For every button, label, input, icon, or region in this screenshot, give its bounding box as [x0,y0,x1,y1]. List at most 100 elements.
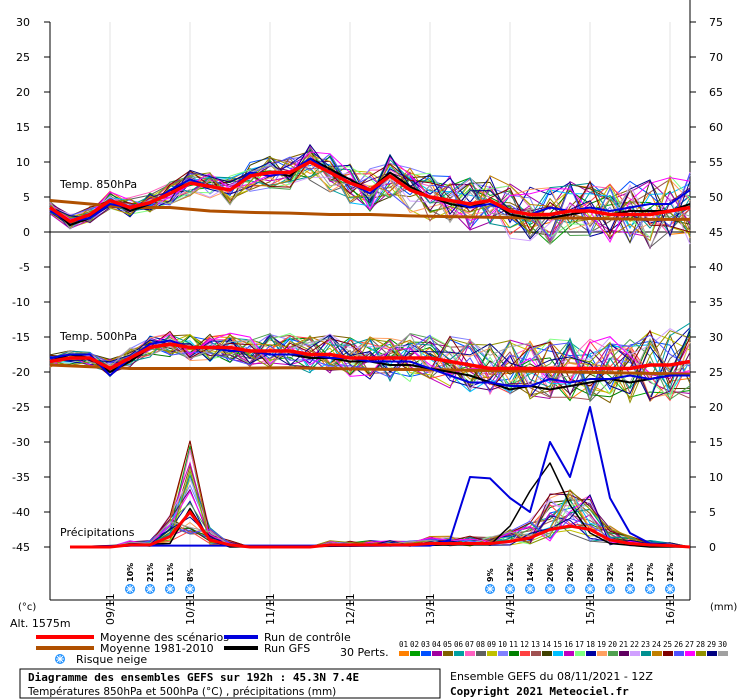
left-tick-label: -45 [12,541,30,554]
legend: Moyenne des scénarios Moyenne 1981-2010 … [36,631,728,666]
t500-mean-line [49,342,691,371]
snow-risk-marker: 14% [525,563,535,594]
legend-pert-swatch [564,651,574,656]
snowflake-icon-glyph [126,585,134,593]
snowflake-icon-glyph [646,585,654,593]
left-tick-label: -25 [12,401,30,414]
x-tick-label: 10/11 [184,593,197,625]
snow-risk-percent: 17% [646,563,655,582]
main-series [48,157,691,549]
left-tick-label: 5 [23,191,30,204]
legend-pert-swatch [696,651,706,656]
legend-pert-number: 02 [410,640,419,649]
footer-run-info: Ensemble GEFS du 08/11/2021 - 12Z [450,670,653,683]
snowflake-icon-glyph [166,585,174,593]
legend-control-label: Run de contrôle [264,631,351,644]
snowflake-icon-glyph [566,585,574,593]
footer-box [19,668,441,699]
snow-risk-marker: 20% [545,563,555,594]
legend-pert-number: 10 [498,640,508,649]
left-tick-label: -5 [19,261,30,274]
right-tick-label: 65 [709,86,723,99]
right-tick-label: 5 [709,506,716,519]
left-tick-label: -30 [12,436,30,449]
legend-pert-swatch [685,651,695,656]
snow-risk-marker: 8% [185,568,195,594]
right-tick-label: 60 [709,121,723,134]
legend-pert-swatch [608,651,618,656]
legend-pert-number: 15 [553,640,562,649]
legend-pert-swatch [443,651,453,656]
label-t850: Temp. 850hPa [59,178,137,191]
snow-risk-percent: 9% [486,568,495,582]
legend-pert-number: 04 [432,640,442,649]
legend-pert-swatch [707,651,717,656]
legend-pert-number: 26 [674,640,684,649]
x-tick-label: 09/11 [104,593,117,625]
right-tick-label: 50 [709,191,723,204]
pert-t500-line [49,327,691,394]
legend-pert-number: 07 [465,640,474,649]
right-tick-label: 75 [709,16,723,29]
pert-t500-line [49,330,691,404]
legend-pert-number: 25 [663,640,672,649]
footer-subtitle: Températures 850hPa et 500hPa (°C) , pré… [27,686,336,698]
snow-risk-marker: 10% [125,563,135,594]
right-tick-label: 20 [709,401,723,414]
legend-pert-number: 30 [718,640,728,649]
left-tick-label: -40 [12,506,30,519]
legend-pert-swatch [421,651,431,656]
snow-risk-percent: 21% [626,563,635,582]
legend-pert-number: 22 [630,640,639,649]
legend-pert-swatch [520,651,530,656]
legend-pert-number: 24 [652,640,662,649]
legend-pert-swatch [652,651,662,656]
legend-perturbation-swatches: 01 02 03 04 05 06 07 08 09 10 11 12 13 14 15 16 17 18 19 20… [399,640,728,656]
left-tick-label: 15 [16,121,30,134]
snowflake-icon-glyph [606,585,614,593]
altitude-label: Alt. 1575m [10,617,71,630]
legend-pert-number: 27 [685,640,694,649]
snow-risk-percent: 12% [506,563,515,582]
legend-gfs-label: Run GFS [264,642,310,655]
snowflake-icon-glyph [586,585,594,593]
snowflake-icon-glyph [186,585,194,593]
footer-copyright: Copyright 2021 Meteociel.fr [450,685,629,698]
legend-pert-number: 23 [641,640,650,649]
right-tick-label: 0 [709,541,716,554]
snowflake-icon-glyph [486,585,494,593]
legend-pert-swatch [630,651,640,656]
legend-pert-number: 06 [454,640,464,649]
legend-pert-swatch [399,651,409,656]
legend-pert-number: 17 [575,640,584,649]
pert-t850-line [49,156,691,235]
left-tick-label: -15 [12,331,30,344]
snowflake-icon-glyph [146,585,154,593]
legend-pert-swatch [509,651,519,656]
left-tick-label: 30 [16,16,30,29]
legend-pert-swatch [531,651,541,656]
snow-risk-percent: 8% [186,568,195,582]
snowflake-icon-glyph [506,585,514,593]
footer-title: Diagramme des ensembles GEFS sur 192h : … [28,671,359,684]
legend-clim-label: Moyenne 1981-2010 [100,642,214,655]
snow-risk-percent: 14% [526,563,535,582]
precip-mean-line [70,510,691,549]
snow-risk-marker: 21% [145,563,155,594]
legend-mean-label: Moyenne des scénarios [100,631,229,644]
snow-risk-percent: 20% [546,563,555,582]
x-tick-label: 16/11 [664,593,677,625]
label-precip: Précipitations [60,526,135,539]
right-unit-label: (mm) [710,602,737,613]
x-axis-ticks: 09/11 10/11 11/11 12/11 13/11 14/11 15/11 16/11 [104,593,677,625]
left-axis-ticks: -45 -40 -35 -30 -25 -20 -15 -10 -5 0 5 10 15 20 25 30 [12,16,50,554]
left-unit-label: (°c) [18,602,36,613]
snowflake-icon-glyph [626,585,634,593]
legend-pert-swatch [476,651,486,656]
left-tick-label: -20 [12,366,30,379]
left-tick-label: -10 [12,296,30,309]
legend-pert-number: 16 [564,640,574,649]
legend-pert-swatch [718,651,728,656]
legend-pert-swatch [542,651,552,656]
